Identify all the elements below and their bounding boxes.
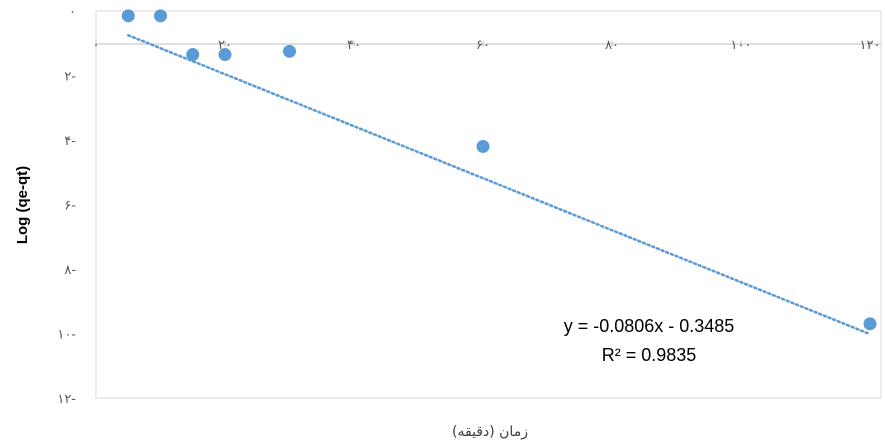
y-axis-label: Log (qe-qt) bbox=[14, 166, 31, 244]
y-tick-label: ۱۰- bbox=[57, 328, 76, 343]
data-point bbox=[154, 9, 167, 23]
x-axis-ticks: ۰ ۲۰ ۴۰ ۶۰ ۸۰ ۱۰۰ ۱۲۰ bbox=[93, 38, 881, 53]
y-tick-label: ۰ bbox=[69, 5, 76, 20]
y-tick-label: ۸- bbox=[64, 263, 76, 278]
y-tick-label: ۲- bbox=[64, 70, 76, 85]
x-tick-label: ۱۰۰ bbox=[731, 38, 752, 53]
x-tick-label: ۴۰ bbox=[347, 38, 361, 53]
data-point bbox=[283, 44, 296, 58]
linear-trendline bbox=[127, 33, 872, 336]
x-tick-label: ۶۰ bbox=[476, 38, 490, 53]
trendline-equation: y = -0.0806x - 0.3485 bbox=[564, 316, 735, 336]
x-tick-label: ۱۲۰ bbox=[860, 38, 881, 53]
y-axis-ticks: ۰ ۲- ۴- ۶- ۸- ۱۰- ۱۲- bbox=[57, 5, 76, 407]
x-tick-label: ۸۰ bbox=[605, 38, 619, 53]
x-axis-label: زمان (دقیقه) bbox=[452, 424, 528, 440]
x-tick-label: ۰ bbox=[93, 38, 100, 53]
y-tick-label: ۱۲- bbox=[57, 392, 76, 407]
data-point bbox=[121, 9, 135, 23]
y-tick-label: ۴- bbox=[64, 134, 76, 149]
data-point bbox=[476, 139, 490, 153]
data-point bbox=[863, 317, 877, 331]
data-point bbox=[218, 48, 232, 62]
y-tick-label: ۶- bbox=[64, 199, 76, 214]
r-squared-label: R² = 0.9835 bbox=[602, 345, 697, 365]
data-points bbox=[121, 9, 877, 331]
plot-area-border bbox=[95, 10, 882, 399]
data-point bbox=[186, 48, 200, 62]
